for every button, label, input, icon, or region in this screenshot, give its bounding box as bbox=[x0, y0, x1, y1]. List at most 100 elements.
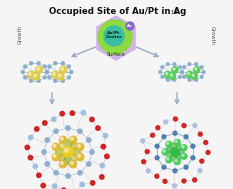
Circle shape bbox=[193, 178, 197, 182]
Circle shape bbox=[78, 154, 80, 157]
Circle shape bbox=[30, 62, 33, 65]
Circle shape bbox=[57, 73, 64, 80]
Circle shape bbox=[193, 123, 197, 127]
Circle shape bbox=[70, 137, 73, 140]
Circle shape bbox=[78, 129, 82, 133]
Circle shape bbox=[105, 154, 109, 159]
Circle shape bbox=[146, 169, 150, 173]
Text: $_{13}$: $_{13}$ bbox=[170, 8, 178, 17]
Circle shape bbox=[100, 175, 104, 179]
Text: Growth: Growth bbox=[17, 26, 23, 44]
Polygon shape bbox=[56, 147, 68, 157]
Circle shape bbox=[52, 71, 59, 78]
Circle shape bbox=[54, 129, 58, 133]
Circle shape bbox=[59, 161, 67, 168]
Polygon shape bbox=[169, 142, 177, 152]
Circle shape bbox=[188, 63, 191, 65]
Circle shape bbox=[37, 62, 40, 65]
Circle shape bbox=[48, 65, 51, 68]
Circle shape bbox=[161, 66, 164, 68]
Circle shape bbox=[78, 144, 80, 147]
Circle shape bbox=[200, 159, 204, 163]
Circle shape bbox=[184, 135, 188, 139]
Circle shape bbox=[28, 135, 33, 139]
Circle shape bbox=[166, 141, 172, 147]
Polygon shape bbox=[68, 147, 80, 157]
Circle shape bbox=[155, 156, 159, 160]
Circle shape bbox=[24, 76, 27, 79]
Circle shape bbox=[60, 162, 63, 164]
Circle shape bbox=[80, 182, 84, 187]
Text: Au: Au bbox=[127, 24, 133, 28]
Circle shape bbox=[42, 150, 46, 154]
Text: Growth: Growth bbox=[209, 26, 215, 44]
Circle shape bbox=[41, 183, 45, 188]
Circle shape bbox=[195, 68, 197, 70]
Circle shape bbox=[67, 76, 70, 79]
Circle shape bbox=[64, 148, 69, 152]
Circle shape bbox=[182, 124, 186, 128]
Circle shape bbox=[53, 72, 55, 75]
Circle shape bbox=[77, 143, 84, 151]
Circle shape bbox=[101, 144, 106, 149]
Circle shape bbox=[60, 112, 64, 116]
Circle shape bbox=[53, 144, 56, 147]
Circle shape bbox=[174, 159, 180, 165]
Circle shape bbox=[140, 139, 144, 143]
Circle shape bbox=[70, 162, 73, 164]
Circle shape bbox=[159, 71, 162, 73]
Text: Surface: Surface bbox=[107, 51, 125, 57]
Circle shape bbox=[87, 138, 91, 142]
Polygon shape bbox=[68, 140, 80, 152]
Circle shape bbox=[172, 67, 178, 73]
Polygon shape bbox=[63, 152, 73, 164]
Circle shape bbox=[45, 162, 49, 166]
Circle shape bbox=[169, 73, 175, 79]
Circle shape bbox=[69, 136, 77, 143]
Circle shape bbox=[165, 72, 168, 75]
Circle shape bbox=[170, 74, 173, 76]
Circle shape bbox=[25, 145, 29, 150]
Circle shape bbox=[90, 117, 94, 122]
Circle shape bbox=[69, 161, 77, 168]
Circle shape bbox=[28, 156, 33, 160]
Circle shape bbox=[194, 67, 200, 73]
Circle shape bbox=[34, 74, 37, 77]
Polygon shape bbox=[56, 140, 68, 152]
Circle shape bbox=[166, 78, 169, 81]
Circle shape bbox=[182, 154, 184, 156]
Circle shape bbox=[98, 20, 132, 54]
Polygon shape bbox=[175, 152, 184, 162]
Circle shape bbox=[181, 71, 183, 73]
Circle shape bbox=[21, 70, 24, 74]
Circle shape bbox=[104, 26, 124, 46]
Circle shape bbox=[100, 163, 105, 168]
Polygon shape bbox=[68, 152, 80, 164]
Circle shape bbox=[202, 71, 205, 73]
Circle shape bbox=[36, 66, 43, 73]
Circle shape bbox=[48, 76, 51, 79]
Polygon shape bbox=[165, 144, 175, 152]
Circle shape bbox=[166, 63, 169, 65]
Circle shape bbox=[198, 169, 202, 173]
Polygon shape bbox=[175, 148, 184, 156]
Polygon shape bbox=[165, 152, 175, 160]
Circle shape bbox=[175, 140, 177, 143]
Circle shape bbox=[178, 75, 181, 78]
Circle shape bbox=[70, 70, 73, 74]
Circle shape bbox=[66, 174, 70, 178]
Circle shape bbox=[78, 171, 82, 175]
Circle shape bbox=[54, 171, 58, 175]
Circle shape bbox=[182, 146, 184, 148]
Text: Au/Pt
Center: Au/Pt Center bbox=[106, 31, 122, 40]
Circle shape bbox=[66, 126, 70, 130]
Polygon shape bbox=[63, 140, 73, 152]
Circle shape bbox=[171, 148, 179, 156]
Circle shape bbox=[191, 73, 197, 79]
Circle shape bbox=[195, 63, 198, 65]
Circle shape bbox=[181, 71, 183, 73]
Circle shape bbox=[29, 72, 31, 75]
Circle shape bbox=[51, 117, 56, 122]
Circle shape bbox=[191, 156, 195, 160]
Circle shape bbox=[53, 154, 56, 157]
